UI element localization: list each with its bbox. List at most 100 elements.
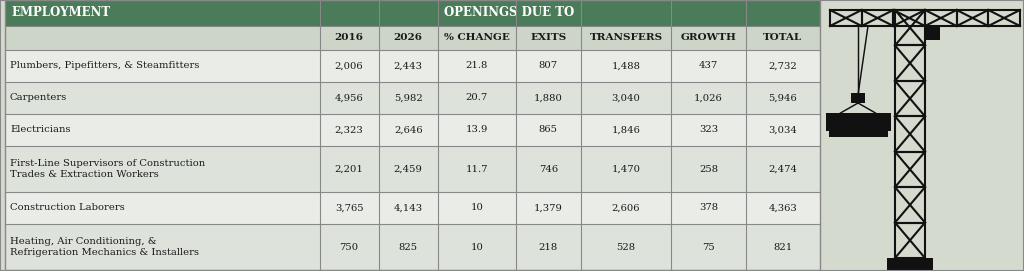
Text: 20.7: 20.7 — [466, 93, 488, 102]
Bar — [5, 0, 438, 26]
Text: 807: 807 — [539, 62, 558, 70]
Text: 218: 218 — [539, 243, 558, 251]
Bar — [672, 146, 745, 192]
Text: Construction Laborers: Construction Laborers — [10, 204, 125, 212]
Bar — [672, 224, 745, 270]
Text: 10: 10 — [470, 204, 483, 212]
Text: Plumbers, Pipefitters, & Steamfitters: Plumbers, Pipefitters, & Steamfitters — [10, 62, 200, 70]
Text: 258: 258 — [699, 164, 718, 173]
Text: 2016: 2016 — [335, 34, 364, 43]
Text: 1,379: 1,379 — [534, 204, 563, 212]
Text: 2,606: 2,606 — [611, 204, 640, 212]
Text: 323: 323 — [699, 125, 718, 134]
Bar — [319, 224, 379, 270]
Bar — [745, 26, 820, 50]
Text: First-Line Supervisors of Construction
Trades & Extraction Workers: First-Line Supervisors of Construction T… — [10, 159, 205, 179]
Text: 4,363: 4,363 — [768, 204, 798, 212]
Bar — [516, 50, 581, 82]
Bar — [828, 131, 888, 137]
Text: % CHANGE: % CHANGE — [444, 34, 510, 43]
Bar — [319, 82, 379, 114]
Bar — [672, 82, 745, 114]
Bar — [581, 50, 672, 82]
Bar — [988, 10, 1020, 26]
Bar — [925, 10, 956, 26]
Text: GROWTH: GROWTH — [681, 34, 736, 43]
Bar — [516, 82, 581, 114]
Bar — [379, 26, 438, 50]
Bar — [319, 114, 379, 146]
Bar — [438, 114, 516, 146]
Text: 11.7: 11.7 — [466, 164, 488, 173]
Text: Heating, Air Conditioning, &
Refrigeration Mechanics & Installers: Heating, Air Conditioning, & Refrigerati… — [10, 237, 199, 257]
Text: 2,443: 2,443 — [393, 62, 423, 70]
Bar — [379, 82, 438, 114]
Text: 3,765: 3,765 — [335, 204, 364, 212]
Text: 2,006: 2,006 — [335, 62, 364, 70]
Bar — [379, 192, 438, 224]
Text: TOTAL: TOTAL — [763, 34, 803, 43]
Text: 5,946: 5,946 — [768, 93, 798, 102]
Bar — [893, 10, 925, 26]
Bar — [438, 0, 820, 26]
Text: EXITS: EXITS — [530, 34, 566, 43]
Bar — [895, 187, 925, 222]
Text: Carpenters: Carpenters — [10, 93, 68, 102]
Bar — [379, 114, 438, 146]
Text: 5,982: 5,982 — [394, 93, 423, 102]
Bar — [379, 224, 438, 270]
Bar — [438, 82, 516, 114]
Text: 13.9: 13.9 — [466, 125, 488, 134]
Text: 528: 528 — [616, 243, 636, 251]
Text: 378: 378 — [699, 204, 718, 212]
Bar — [319, 50, 379, 82]
Text: 2,732: 2,732 — [768, 62, 798, 70]
Text: OPENINGS DUE TO: OPENINGS DUE TO — [443, 7, 574, 20]
Bar — [895, 46, 925, 81]
Bar — [581, 146, 672, 192]
Text: 746: 746 — [539, 164, 558, 173]
Text: 821: 821 — [773, 243, 793, 251]
Text: 825: 825 — [398, 243, 418, 251]
Bar — [438, 50, 516, 82]
Bar — [516, 192, 581, 224]
Bar — [438, 192, 516, 224]
Bar — [895, 10, 925, 46]
Text: 2,459: 2,459 — [394, 164, 423, 173]
Bar — [5, 224, 319, 270]
Text: 1,488: 1,488 — [611, 62, 641, 70]
Bar — [319, 192, 379, 224]
Bar — [851, 93, 865, 103]
Bar — [5, 192, 319, 224]
Bar — [895, 152, 925, 187]
Bar — [516, 224, 581, 270]
Bar — [895, 116, 925, 152]
Text: 2026: 2026 — [393, 34, 423, 43]
Text: 1,880: 1,880 — [534, 93, 563, 102]
Bar — [379, 146, 438, 192]
Text: 750: 750 — [340, 243, 358, 251]
Bar — [895, 81, 925, 116]
Bar — [745, 82, 820, 114]
Text: 437: 437 — [698, 62, 718, 70]
Text: 1,846: 1,846 — [611, 125, 640, 134]
Bar — [581, 114, 672, 146]
Bar — [438, 26, 516, 50]
Bar — [5, 50, 319, 82]
Bar — [926, 26, 940, 40]
Text: 2,201: 2,201 — [335, 164, 364, 173]
Text: Electricians: Electricians — [10, 125, 71, 134]
Text: TRANSFERS: TRANSFERS — [590, 34, 663, 43]
Bar — [745, 50, 820, 82]
Bar — [672, 192, 745, 224]
Bar — [516, 26, 581, 50]
Text: 21.8: 21.8 — [466, 62, 488, 70]
Text: 4,143: 4,143 — [393, 204, 423, 212]
Bar — [5, 146, 319, 192]
Bar — [581, 26, 672, 50]
Text: 865: 865 — [539, 125, 558, 134]
Text: 2,646: 2,646 — [394, 125, 423, 134]
Bar — [830, 10, 861, 26]
Bar — [5, 114, 319, 146]
Bar — [581, 82, 672, 114]
